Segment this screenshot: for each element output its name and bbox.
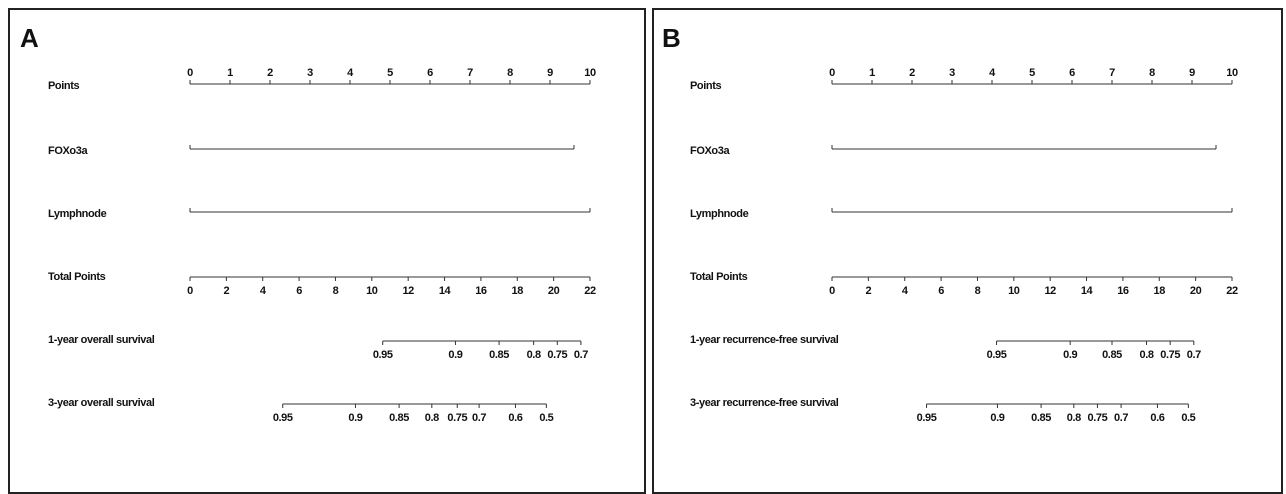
tick-label: 18 [512, 285, 524, 297]
tick-label: 0.9 [448, 349, 462, 361]
panel-frame [8, 8, 646, 494]
tick-label: 0.7 [472, 412, 486, 424]
tick-label: 2 [224, 285, 230, 297]
tick-label: 0.5 [1181, 412, 1195, 424]
tick-label: 5 [387, 67, 393, 79]
tick-label: 10 [584, 67, 596, 79]
tick-label: 22 [584, 285, 596, 297]
tick-label: 0.7 [1114, 412, 1128, 424]
tick-label: 8 [975, 285, 981, 297]
tick-label: 0.75 [547, 349, 567, 361]
tick-label: 4 [902, 285, 909, 297]
tick-label: 9 [1189, 67, 1195, 79]
row-label: 3-year recurrence-free survival [690, 397, 839, 409]
tick-label: 0.8 [527, 349, 541, 361]
tick-label: 0.95 [373, 349, 393, 361]
tick-label: 2 [267, 67, 273, 79]
tick-label: 0.75 [447, 412, 467, 424]
tick-label: 1 [869, 67, 875, 79]
tick-label: 5 [1029, 67, 1035, 79]
tick-label: 12 [1044, 285, 1056, 297]
row-label: FOXo3a [48, 145, 88, 157]
tick-label: 0.8 [1139, 349, 1153, 361]
tick-label: 2 [909, 67, 915, 79]
tick-label: 0.7 [1187, 349, 1201, 361]
tick-label: 20 [1190, 285, 1202, 297]
tick-label: 0.6 [508, 412, 522, 424]
tick-label: 0.75 [1160, 349, 1180, 361]
tick-label: 0.95 [987, 349, 1007, 361]
row-label: Points [48, 80, 79, 92]
tick-label: 0.9 [348, 412, 362, 424]
tick-label: 0.85 [489, 349, 509, 361]
tick-label: 8 [507, 67, 513, 79]
tick-label: 4 [989, 67, 996, 79]
tick-label: 0.85 [389, 412, 409, 424]
tick-label: 0.9 [990, 412, 1004, 424]
tick-label: 8 [1149, 67, 1155, 79]
row-label: 1-year overall survival [48, 334, 155, 346]
tick-label: 10 [1008, 285, 1020, 297]
tick-label: 0.95 [917, 412, 937, 424]
tick-label: 0.8 [1067, 412, 1081, 424]
tick-label: 2 [866, 285, 872, 297]
tick-label: 6 [938, 285, 944, 297]
row-label: FOXo3a [690, 145, 730, 157]
tick-label: 0.95 [273, 412, 293, 424]
row-label: Points [690, 80, 721, 92]
tick-label: 10 [366, 285, 378, 297]
tick-label: 6 [296, 285, 302, 297]
tick-label: 0.75 [1088, 412, 1108, 424]
tick-label: 0 [187, 67, 193, 79]
tick-label: 16 [475, 285, 487, 297]
row-label: Total Points [690, 271, 748, 283]
tick-label: 0.85 [1102, 349, 1122, 361]
tick-label: 0 [829, 67, 835, 79]
row-label: 3-year overall survival [48, 397, 155, 409]
tick-label: 7 [1109, 67, 1115, 79]
tick-label: 4 [260, 285, 267, 297]
row-label: Lymphnode [690, 208, 749, 220]
tick-label: 6 [427, 67, 433, 79]
tick-label: 9 [547, 67, 553, 79]
row-label: 1-year recurrence-free survival [690, 334, 839, 346]
panel-label: A [20, 23, 39, 53]
tick-label: 10 [1226, 67, 1238, 79]
panel-frame [652, 8, 1283, 494]
tick-label: 7 [467, 67, 473, 79]
tick-label: 4 [347, 67, 354, 79]
tick-label: 14 [439, 285, 452, 297]
tick-label: 14 [1081, 285, 1094, 297]
tick-label: 0.9 [1063, 349, 1077, 361]
row-label: Total Points [48, 271, 106, 283]
tick-label: 1 [227, 67, 233, 79]
tick-label: 0.5 [539, 412, 553, 424]
row-label: Lymphnode [48, 208, 107, 220]
tick-label: 20 [548, 285, 560, 297]
tick-label: 0 [829, 285, 835, 297]
tick-label: 6 [1069, 67, 1075, 79]
tick-label: 18 [1154, 285, 1166, 297]
tick-label: 12 [402, 285, 414, 297]
tick-label: 8 [333, 285, 339, 297]
tick-label: 0.85 [1031, 412, 1051, 424]
tick-label: 3 [307, 67, 313, 79]
tick-label: 0.6 [1150, 412, 1164, 424]
tick-label: 16 [1117, 285, 1129, 297]
tick-label: 3 [949, 67, 955, 79]
panel-label: B [662, 23, 681, 53]
tick-label: 0.7 [574, 349, 588, 361]
tick-label: 22 [1226, 285, 1238, 297]
tick-label: 0 [187, 285, 193, 297]
tick-label: 0.8 [425, 412, 439, 424]
